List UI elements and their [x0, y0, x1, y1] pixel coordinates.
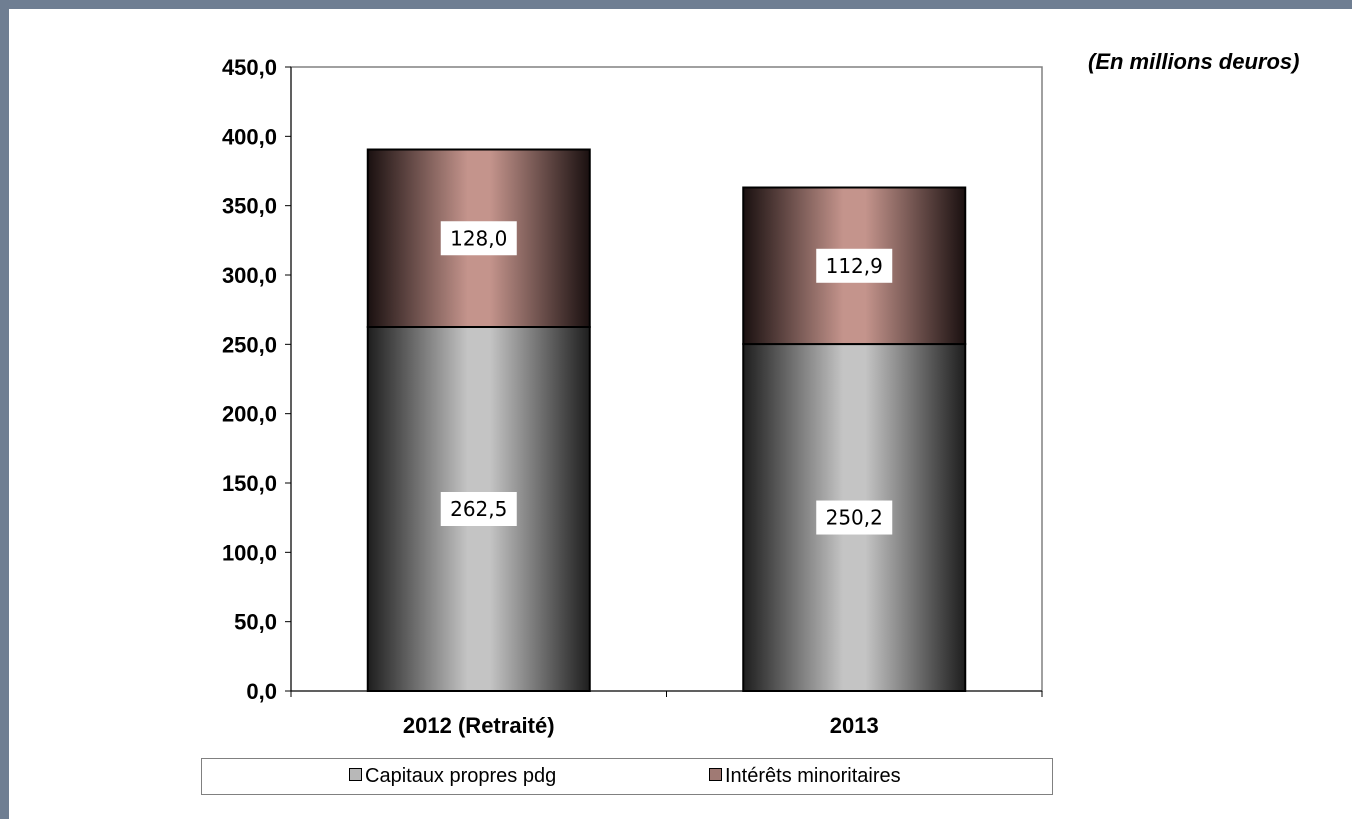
- y-tick-label: 250,0: [222, 332, 277, 357]
- legend: Capitaux propres pdg Intérêts minoritair…: [201, 758, 1053, 795]
- y-tick-label: 100,0: [222, 540, 277, 565]
- y-tick-label: 350,0: [222, 194, 277, 219]
- y-tick-label: 50,0: [234, 610, 277, 635]
- legend-swatch-interets: [709, 768, 722, 781]
- x-category-label: 2013: [830, 713, 879, 738]
- legend-swatch-capitaux: [349, 768, 362, 781]
- legend-label-capitaux: Capitaux propres pdg: [365, 765, 556, 787]
- data-label: 250,2: [826, 506, 883, 530]
- y-tick-label: 400,0: [222, 124, 277, 149]
- x-category-label: 2012 (Retraité): [403, 713, 555, 738]
- legend-item-interets: Intérêts minoritaires: [709, 765, 901, 788]
- data-label: 262,5: [450, 497, 507, 521]
- y-tick-label: 150,0: [222, 471, 277, 496]
- y-tick-label: 300,0: [222, 263, 277, 288]
- y-tick-label: 450,0: [222, 55, 277, 80]
- legend-label-interets: Intérêts minoritaires: [725, 765, 901, 787]
- y-tick-label: 200,0: [222, 402, 277, 427]
- y-tick-label: 0,0: [246, 679, 277, 704]
- legend-item-capitaux: Capitaux propres pdg: [349, 765, 556, 788]
- data-label: 128,0: [450, 226, 507, 250]
- data-label: 112,9: [826, 254, 883, 278]
